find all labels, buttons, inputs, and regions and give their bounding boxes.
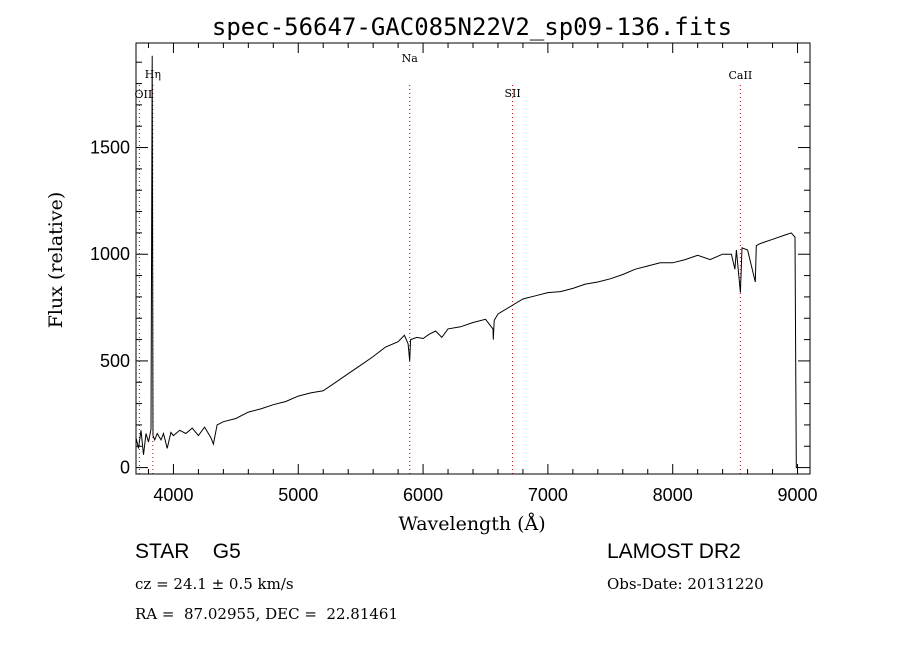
y-tick-label-2: 1000 xyxy=(90,244,130,264)
spectrum-line xyxy=(135,55,798,469)
line-label-0: OII xyxy=(135,88,153,101)
x-tick-label-2: 6000 xyxy=(403,485,443,505)
line-label-4: CaII xyxy=(729,69,753,82)
x-tick-label-3: 7000 xyxy=(528,485,568,505)
redshift-info: cz = 24.1 ± 0.5 km/s xyxy=(135,575,294,593)
y-axis-label: Flux (relative) xyxy=(45,192,67,329)
y-tick-label-0: 0 xyxy=(120,458,130,478)
x-tick-label-1: 5000 xyxy=(278,485,318,505)
line-label-1: Hη xyxy=(145,68,161,81)
object-class: STAR G5 xyxy=(135,540,241,563)
y-tick-label-3: 1500 xyxy=(90,138,130,158)
plot-frame xyxy=(135,42,811,475)
survey-name: LAMOST DR2 xyxy=(607,540,741,563)
observation-date: Obs-Date: 20131220 xyxy=(607,575,764,593)
line-label-2: Na xyxy=(402,52,419,65)
x-tick-label-4: 8000 xyxy=(653,485,693,505)
coordinates: RA = 87.02955, DEC = 22.81461 xyxy=(135,605,399,623)
chart-title: spec-56647-GAC085N22V2_sp09-136.fits xyxy=(212,13,732,41)
y-tick-label-1: 500 xyxy=(100,351,130,371)
x-axis-label: Wavelength (Å) xyxy=(398,513,545,535)
line-label-3: SII xyxy=(504,87,520,100)
x-tick-label-0: 4000 xyxy=(153,485,193,505)
x-tick-label-5: 9000 xyxy=(777,485,817,505)
